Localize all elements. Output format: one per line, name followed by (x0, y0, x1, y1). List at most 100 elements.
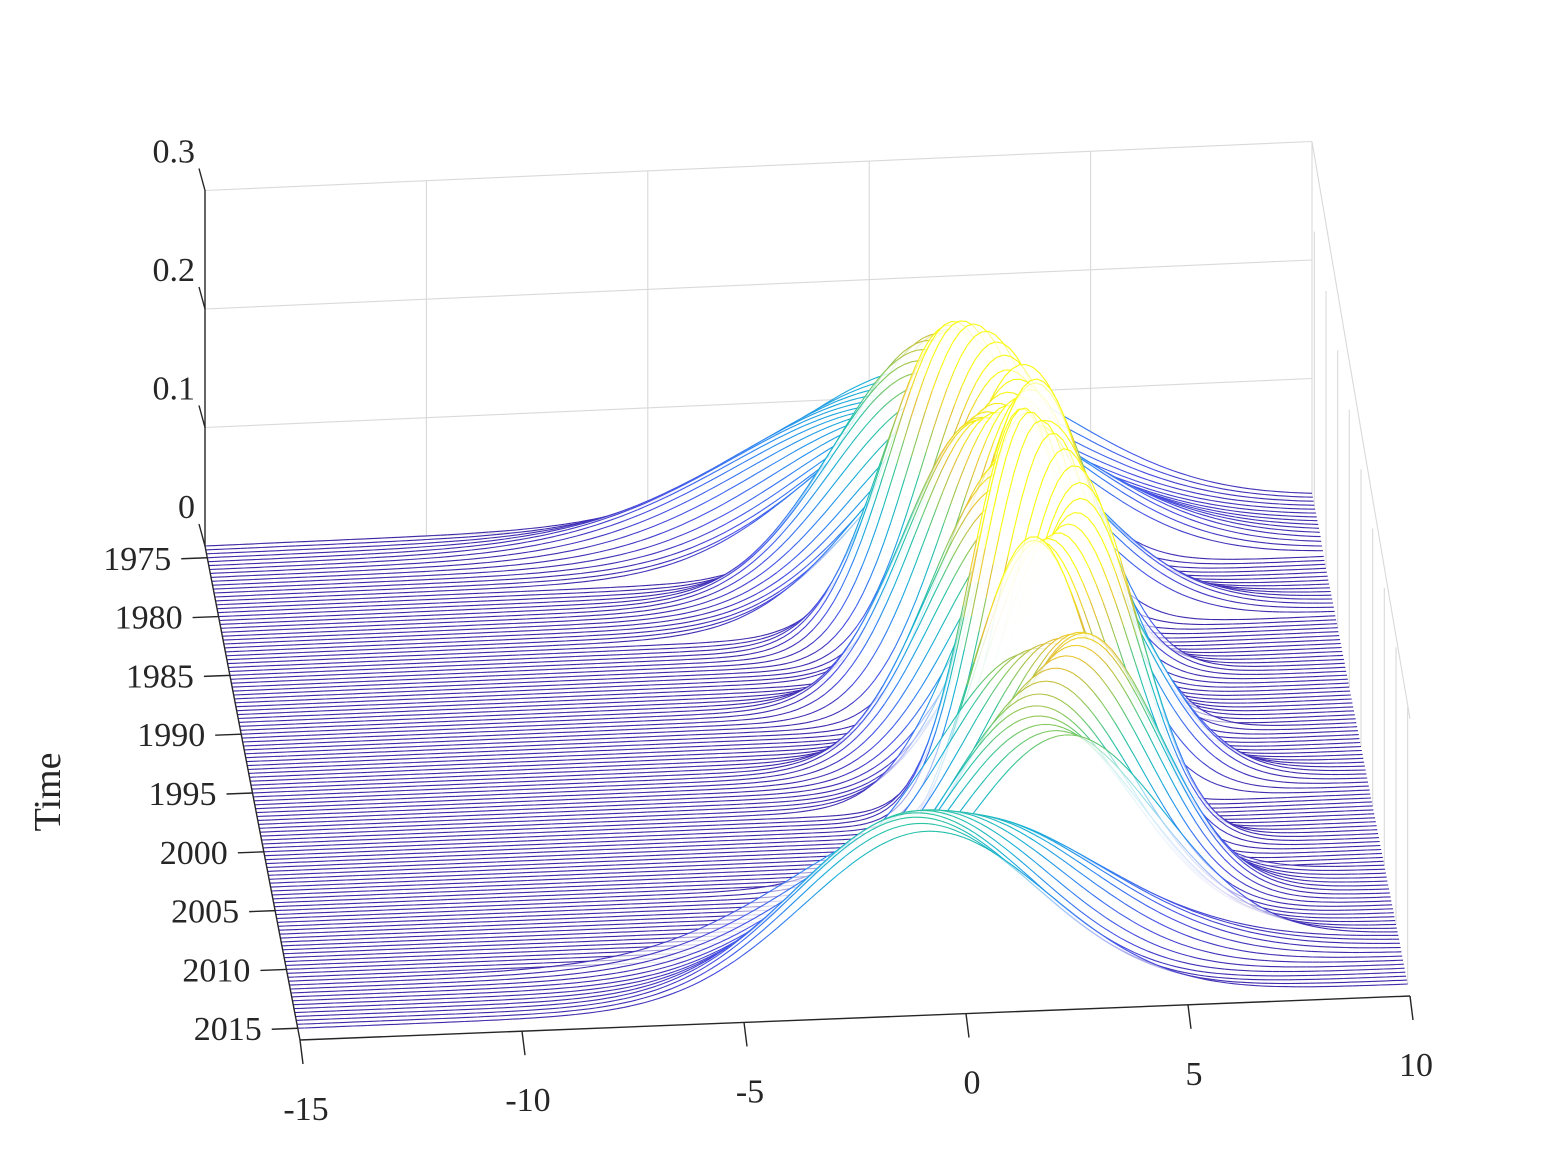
ribbon-segment (622, 607, 630, 610)
ribbon-segment (533, 584, 541, 587)
ribbon-segment (626, 632, 634, 634)
ribbon-segment (815, 407, 823, 412)
ribbon-segment (1271, 528, 1279, 531)
ribbon-segment (1292, 530, 1300, 532)
ribbon-segment (719, 460, 727, 466)
ribbon-segment (1159, 465, 1167, 469)
ribbon-segment (1218, 501, 1226, 504)
ribbon-segment (835, 395, 843, 400)
grid-line-edge (1311, 141, 1411, 719)
ribbon-segment (559, 525, 567, 529)
ribbon-segment (622, 507, 630, 512)
ribbon-segment (509, 529, 517, 532)
ribbon-segment (539, 533, 548, 537)
ribbon-segment (828, 399, 836, 404)
ribbon-segment (582, 526, 590, 530)
ribbon-segment (1229, 489, 1237, 492)
ribbon-segment (593, 606, 601, 609)
ribbon-segment (1104, 447, 1113, 453)
ribbon-segment (1263, 489, 1271, 492)
ribbon-segment (491, 542, 499, 545)
ribbon-segment (706, 472, 715, 477)
ribbon-segment (1107, 469, 1115, 474)
ribbon-segment (823, 410, 831, 414)
ribbon-segment (414, 546, 422, 549)
ribbon-segment (609, 617, 617, 619)
ribbon-segment (546, 530, 554, 533)
ribbon-segment (842, 395, 851, 400)
ribbon-segment (720, 464, 728, 470)
ribbon-segment (1245, 504, 1253, 507)
ribbon-segment (554, 583, 562, 586)
ribbon-segment (1147, 473, 1155, 477)
ribbon-segment (617, 620, 625, 623)
ribbon-segment (453, 568, 461, 571)
ribbon-segment (1228, 484, 1236, 488)
ribbon-segment (512, 539, 520, 542)
ribbon-segment (1265, 502, 1273, 505)
ribbon-segment (1113, 466, 1121, 471)
ribbon-segment (616, 511, 624, 516)
ribbon-segment (739, 448, 748, 454)
ribbon-segment (834, 393, 842, 399)
ribbon-segment (547, 535, 555, 539)
ribbon-segment (1128, 477, 1136, 482)
ribbon-segment (462, 539, 470, 542)
ribbon-segment (516, 528, 524, 531)
ribbon-segment (588, 521, 596, 525)
ribbon-segment (580, 521, 588, 525)
ribbon-segment (490, 536, 498, 539)
ribbon-segment (740, 449, 748, 455)
ribbon-segment (659, 586, 667, 589)
ribbon-segment (611, 625, 619, 627)
ribbon-segment (795, 418, 803, 424)
ribbon-segment (659, 583, 667, 586)
ribbon-segment (842, 392, 850, 397)
ribbon-segment (474, 567, 482, 569)
ribbon-segment (755, 445, 763, 451)
ribbon-segment (546, 532, 555, 536)
ribbon-segment (1111, 442, 1119, 448)
ribbon-segment (488, 531, 496, 533)
ribbon-segment (649, 496, 658, 501)
ribbon-segment (453, 564, 461, 566)
ribbon-segment (546, 579, 554, 582)
ribbon-segment (588, 614, 596, 617)
ribbon-segment (452, 559, 460, 562)
ribbon-segment (477, 541, 485, 543)
ribbon-segment (1161, 477, 1169, 482)
ribbon-segment (1278, 528, 1286, 531)
ribbon-segment (649, 638, 657, 640)
ribbon-segment (1260, 547, 1268, 550)
ribbon-segment (1260, 509, 1268, 512)
ribbon-segment (1106, 463, 1114, 468)
ribbon-segment (1166, 467, 1174, 472)
ribbon-segment (636, 502, 644, 507)
ribbon-segment (533, 538, 542, 542)
ribbon-segment (678, 483, 686, 488)
ribbon-segment (1242, 487, 1250, 490)
ribbon-segment (1257, 604, 1265, 607)
ribbon-segment (503, 532, 511, 535)
ribbon-segment (760, 436, 768, 442)
ribbon-segment (1181, 478, 1189, 482)
ribbon-segment (606, 637, 614, 640)
ribbon-segment (631, 619, 639, 622)
ribbon-segment (719, 640, 727, 643)
ribbon-segment (564, 522, 572, 525)
ribbon-segment (523, 562, 531, 565)
ribbon-segment (537, 528, 545, 531)
ribbon-segment (408, 550, 416, 553)
ribbon-segment (630, 615, 638, 618)
ribbon-segment (802, 415, 810, 420)
ribbon-segment (1182, 489, 1190, 493)
ribbon-segment (1183, 494, 1191, 497)
ribbon-segment (1292, 534, 1300, 537)
ribbon-segment (1152, 462, 1161, 467)
ribbon-segment (523, 568, 531, 570)
ribbon-segment (1076, 423, 1084, 429)
ribbon-segment (1244, 609, 1252, 612)
ribbon-segment (574, 525, 582, 529)
ribbon-segment (561, 582, 569, 585)
